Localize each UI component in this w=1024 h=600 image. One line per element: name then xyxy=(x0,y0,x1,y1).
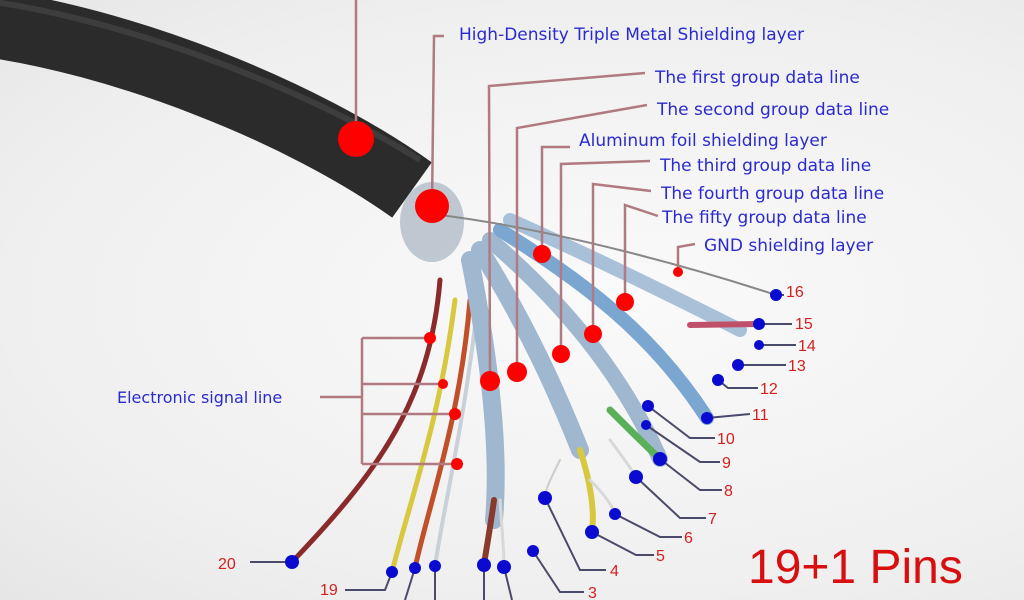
pin-dot-10 xyxy=(642,400,654,412)
marker-signal-3 xyxy=(449,408,461,420)
pin-label-8: 8 xyxy=(724,483,733,500)
pin-dot-4 xyxy=(538,491,552,505)
pin-dot-8 xyxy=(653,452,667,466)
label-fourth-group: The fourth group data line xyxy=(660,184,884,204)
pin-dot-16 xyxy=(770,289,782,301)
marker-signal-1 xyxy=(424,332,436,344)
pin-label-5: 5 xyxy=(656,548,665,565)
label-aluminum: Aluminum foil shielding layer xyxy=(579,131,827,151)
pin-dot-15 xyxy=(753,318,765,330)
pin-dot-17 xyxy=(429,560,441,572)
pin-dot-7 xyxy=(629,470,643,484)
marker-gnd xyxy=(673,267,683,277)
marker-third-group xyxy=(552,345,570,363)
label-gnd: GND shielding layer xyxy=(704,236,873,256)
pin-dot-9 xyxy=(641,420,651,430)
pin-label-10: 10 xyxy=(717,431,735,448)
pin-label-12: 12 xyxy=(760,381,778,398)
pin-label-13: 13 xyxy=(788,358,806,375)
label-second-group: The second group data line xyxy=(656,100,889,120)
label-third-group: The third group data line xyxy=(659,156,871,176)
label-shielding: High-Density Triple Metal Shielding laye… xyxy=(459,25,804,45)
pin-dot-5 xyxy=(585,525,599,539)
pin-label-11: 11 xyxy=(752,407,769,424)
pin-label-14: 14 xyxy=(798,338,816,355)
marker-aluminum xyxy=(533,245,551,263)
pin-label-7: 7 xyxy=(708,511,717,528)
pin-label-6: 6 xyxy=(684,530,693,547)
marker-signal-2 xyxy=(438,379,448,389)
pin-leaders xyxy=(250,294,796,600)
pin-label-19: 19 xyxy=(320,582,338,599)
pin-dot-11 xyxy=(701,412,713,424)
pin-dot-18 xyxy=(409,562,421,574)
marker-first-group xyxy=(480,371,500,391)
marker-signal-4 xyxy=(451,458,463,470)
marker-fourth-group xyxy=(584,325,602,343)
pin-dot-3 xyxy=(527,545,539,557)
pin-label-16: 16 xyxy=(786,284,804,301)
label-signal: Electronic signal line xyxy=(117,388,282,407)
pin-label-4: 4 xyxy=(610,563,619,580)
pin-label-3: 3 xyxy=(588,585,597,600)
pin-dots xyxy=(285,289,782,578)
pin-label-20: 20 xyxy=(218,556,236,573)
pin-dot-1 xyxy=(497,560,511,574)
pin-label-15: 15 xyxy=(795,316,813,333)
marker-outer-jacket xyxy=(338,121,374,157)
cable-jacket xyxy=(0,0,432,218)
pins-title: 19+1 Pins xyxy=(748,541,963,594)
label-fifty-group: The fifty group data line xyxy=(661,208,867,228)
leader-lines xyxy=(320,0,696,466)
pin-label-9: 9 xyxy=(722,455,731,472)
pin-dot-20 xyxy=(285,555,299,569)
pin-dot-19 xyxy=(386,566,398,578)
pin-dot-6 xyxy=(609,508,621,520)
marker-fifty-group xyxy=(616,293,634,311)
pin-dot-13 xyxy=(732,359,744,371)
pin-dot-12 xyxy=(712,374,724,386)
pin-dot-14 xyxy=(754,340,764,350)
marker-shielding xyxy=(415,189,449,223)
pin-dot-2 xyxy=(477,558,491,572)
marker-second-group xyxy=(507,362,527,382)
label-first-group: The first group data line xyxy=(654,68,860,88)
red-markers xyxy=(338,121,683,470)
